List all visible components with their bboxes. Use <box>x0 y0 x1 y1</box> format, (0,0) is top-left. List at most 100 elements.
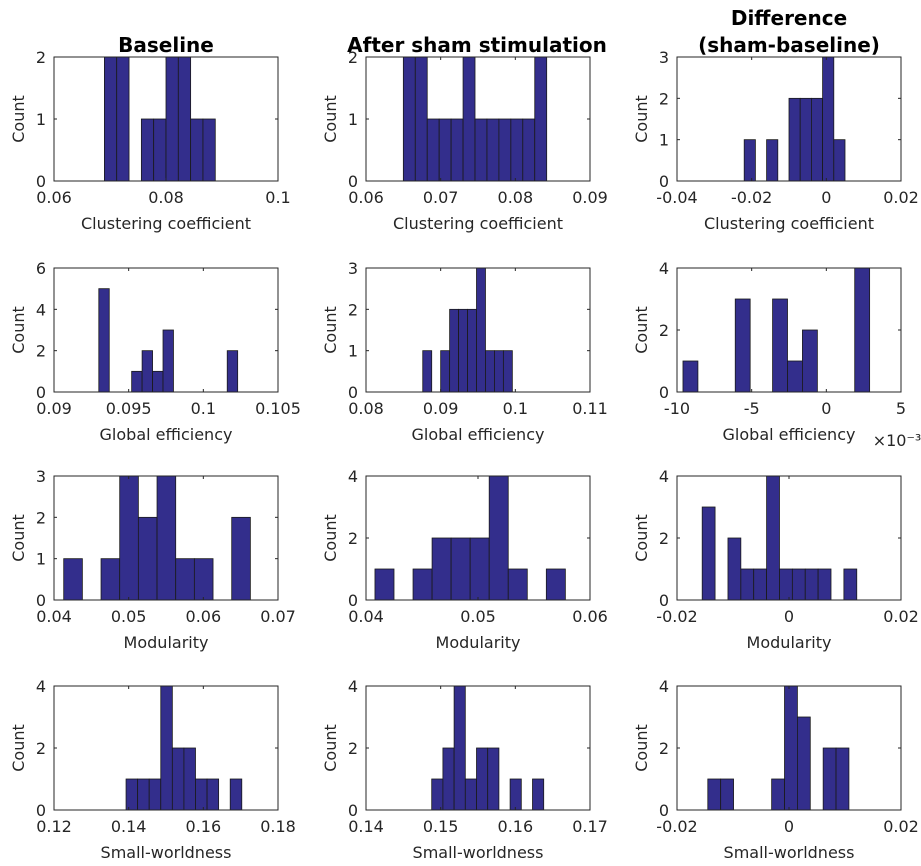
panel-r2c2-bar-8 <box>817 568 832 601</box>
title-difference: Difference <box>731 6 847 30</box>
panel-r0c1-bar-4 <box>450 118 464 182</box>
panel-r0c0-xtick-label-1: 0.08 <box>148 188 184 207</box>
panel-r1c2-exponent-label: ×10⁻³ <box>873 431 921 450</box>
panel-r0c0-xtick-label-2: 0.1 <box>265 188 290 207</box>
panel-r1c0-ytick-label-3: 6 <box>36 259 46 278</box>
panel-r2c0-bar-7 <box>231 516 251 601</box>
panel-r1c1-xtick-label-1: 0.09 <box>423 399 459 418</box>
panel-r2c0-xtick-label-0: 0.04 <box>36 607 72 626</box>
panel-r1c0-xlabel: Global efficiency <box>100 425 233 444</box>
panel-r3c1-bar-4 <box>476 747 489 811</box>
panel-r3c1-ylabel: Count <box>321 724 340 772</box>
panel-r3c1-bar-5 <box>487 747 500 811</box>
panel-r1c0-axes-box <box>53 267 279 393</box>
panel-r2c0-bar-1 <box>100 558 121 601</box>
panel-r3c0-ytick-label-0: 0 <box>36 801 46 820</box>
panel-r0c2-bar-1 <box>766 139 779 182</box>
panel-r3c1-bar-3 <box>464 778 477 811</box>
panel-r3c1-xtick-label-1: 0.15 <box>423 817 459 836</box>
panel-r1c0-xtick-label-1: 0.095 <box>106 399 152 418</box>
panel-r3c2-bar-0 <box>707 778 722 811</box>
panel-r0c0-ytick-label-0: 0 <box>36 172 46 191</box>
panel-r1c2-ytick-label-1: 2 <box>659 321 669 340</box>
panel-r2c0-axes-box <box>53 475 279 601</box>
panel-r1c2-ytick-label-0: 0 <box>659 383 669 402</box>
panel-r2c0-bar-5 <box>175 558 195 601</box>
panel-r3c0-bar-4 <box>171 747 185 811</box>
panel-r0c1-ylabel: Count <box>321 95 340 143</box>
panel-r2c2-ylabel: Count <box>632 514 651 562</box>
panel-r2c0-xlabel: Modularity <box>124 633 209 652</box>
panel-r3c0-ytick-label-2: 4 <box>36 677 46 696</box>
panel-r2c1-ylabel: Count <box>321 514 340 562</box>
panel-r2c1-xtick-label-2: 0.06 <box>572 607 608 626</box>
panel-r0c0-bar-3 <box>153 118 167 182</box>
panel-r1c1-bar-6 <box>485 350 495 393</box>
title-baseline: Baseline <box>118 33 214 57</box>
panel-r1c1-bar-7 <box>494 350 504 393</box>
panel-r1c2-bar-5 <box>854 267 871 393</box>
panel-r0c1-ytick-label-1: 1 <box>348 110 358 129</box>
panel-r0c1-bar-10 <box>522 118 536 182</box>
panel-r0c1-xtick-label-3: 0.09 <box>572 188 608 207</box>
panel-r3c0-bar-0 <box>125 778 139 811</box>
panel-r0c1-bar-2 <box>426 118 440 182</box>
panel-r1c2-xlabel: Global efficiency <box>723 425 856 444</box>
panel-r3c2-bar-3 <box>784 685 798 811</box>
panel-r2c2-bar-6 <box>791 568 806 601</box>
panel-r3c1-ytick-label-0: 0 <box>348 801 358 820</box>
panel-r2c1-xtick-label-0: 0.04 <box>348 607 384 626</box>
panel-r3c0-xtick-label-1: 0.14 <box>111 817 147 836</box>
panel-r1c0-ylabel: Count <box>9 306 28 354</box>
panel-r1c1-bar-4 <box>467 308 477 393</box>
panel-r3c2-ytick-label-1: 2 <box>659 739 669 758</box>
panel-r1c1-xtick-label-2: 0.1 <box>503 399 528 418</box>
panel-r1c1-bar-2 <box>449 308 459 393</box>
panel-r2c2-ytick-label-1: 2 <box>659 529 669 548</box>
panel-r1c2-xtick-label-3: 5 <box>896 399 906 418</box>
panel-r1c1-xlabel: Global efficiency <box>412 425 545 444</box>
panel-r1c2-bar-2 <box>772 298 788 393</box>
panel-r1c1-bar-8 <box>502 350 513 393</box>
panel-r1c0-bar-2 <box>141 350 153 393</box>
title-after-sham: After sham stimulation <box>347 33 607 57</box>
panel-r1c2-bar-1 <box>734 298 751 393</box>
panel-r2c1-xlabel: Modularity <box>436 633 521 652</box>
panel-r2c2-xtick-label-2: 0.02 <box>883 607 919 626</box>
panel-r2c0-xtick-label-1: 0.05 <box>111 607 147 626</box>
panel-r3c2-xtick-label-0: -0.02 <box>656 817 697 836</box>
panel-r1c2-xtick-label-1: -5 <box>744 399 760 418</box>
panel-r3c0-ylabel: Count <box>9 724 28 772</box>
panel-r2c0-bar-3 <box>137 516 158 601</box>
panel-r2c2-bar-5 <box>779 568 793 601</box>
panel-r1c2-bar-0 <box>682 360 699 393</box>
histogram-grid: 0.06 0.08 0.1 0 1 2 Clustering coefficient Coun… <box>9 48 921 862</box>
panel-r2c1-bar-2 <box>431 537 452 601</box>
panel-r3c0-ytick-label-1: 2 <box>36 739 46 758</box>
panel-r3c1-bar-1 <box>442 747 455 811</box>
panel-r0c2-xtick-label-3: 0.02 <box>883 188 919 207</box>
panel-r2c2-xtick-label-1: 0 <box>784 607 794 626</box>
panel-r2c0-bar-2 <box>119 475 139 601</box>
panel-r0c1-bar-5 <box>462 56 476 182</box>
panel-r0c1-bar-6 <box>474 118 488 182</box>
panel-r0c1-bar-7 <box>486 118 500 182</box>
panel-r2c0-bar-4 <box>156 475 177 601</box>
panel-r2c0-bar-0 <box>63 558 83 601</box>
panel-r0c0-bar-6 <box>190 118 204 182</box>
panel-r0c2-bar-0 <box>743 139 756 182</box>
panel-r2c2-ytick-label-2: 4 <box>659 467 669 486</box>
panel-r0c0-ytick-label-1: 1 <box>36 110 46 129</box>
panel-r2c1-ytick-label-1: 2 <box>348 529 358 548</box>
panel-r2c2-bar-0 <box>701 506 716 601</box>
panel-r2c2-bar-4 <box>766 475 780 601</box>
panel-r0c1-xlabel: Clustering coefficient <box>393 214 563 233</box>
panel-r1c1-bar-0 <box>422 350 433 393</box>
panel-r1c1-axes-box <box>365 267 591 393</box>
panel-r3c2-xtick-label-2: 0.02 <box>883 817 919 836</box>
panel-r0c2-ytick-label-1: 1 <box>659 131 669 150</box>
panel-r1c0-bar-0 <box>98 288 110 393</box>
panel-r3c1-xtick-label-2: 0.16 <box>498 817 534 836</box>
panel-r0c2-xtick-label-1: -0.02 <box>731 188 772 207</box>
panel-r0c1-ytick-label-2: 2 <box>348 48 358 67</box>
